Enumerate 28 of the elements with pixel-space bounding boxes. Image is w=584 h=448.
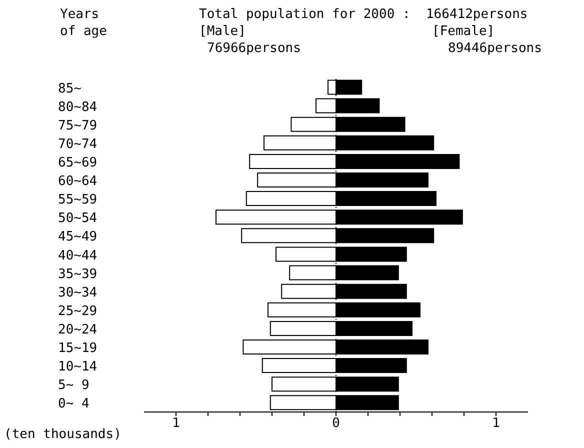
y-tick-label: 65~69	[58, 156, 98, 170]
y-tick-label: 35~39	[58, 266, 98, 282]
chart-title: Total population for 2000 : 166412persons	[199, 6, 528, 23]
x-axis-title: (ten thousands)	[4, 426, 122, 443]
y-tick-label: 75~79	[58, 118, 98, 134]
y-tick-label: 0~ 4	[58, 396, 90, 412]
y-axis-title: Years of age	[60, 6, 107, 40]
y-tick-label: 60~64	[58, 174, 98, 190]
y-tick-label: 40~44	[58, 248, 98, 264]
y-tick-label: 70~74	[58, 136, 98, 152]
y-tick-label: 5~ 9	[58, 378, 90, 394]
x-tick-label: 1	[172, 416, 180, 432]
x-tick-label: 0	[332, 416, 340, 432]
y-tick-label: 85~	[58, 81, 82, 96]
x-tick-label: 1	[492, 416, 500, 432]
y-tick-label: 80~84	[58, 100, 98, 115]
y-tick-label: 45~49	[58, 230, 98, 245]
y-tick-label: 20~24	[58, 322, 98, 338]
y-tick-label: 15~19	[58, 341, 98, 356]
y-tick-label: 25~29	[58, 304, 98, 319]
y-tick-label: 50~54	[58, 211, 98, 226]
text: 89446persons	[448, 40, 542, 57]
y-tick-label: 55~59	[58, 192, 98, 208]
text: [Female]	[432, 23, 495, 40]
text: 76966persons	[207, 40, 301, 57]
y-tick-label: 10~14	[58, 360, 98, 375]
text: [Male]	[199, 23, 246, 40]
y-tick-label: 30~34	[58, 285, 98, 300]
